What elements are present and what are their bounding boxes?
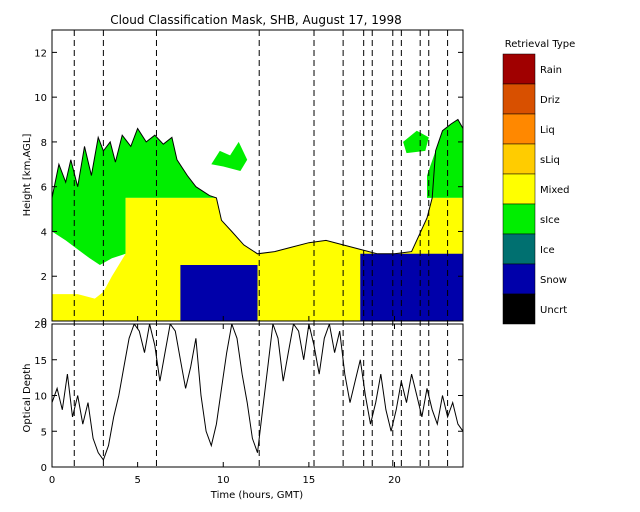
region-sice-2 xyxy=(403,130,429,154)
legend-label-sice: sIce xyxy=(540,215,560,226)
legend-swatch-liq xyxy=(502,113,536,145)
top-y-axis-label: Height [km,AGL] xyxy=(22,134,33,217)
legend-swatch-rain xyxy=(502,53,536,85)
legend-swatch-sice xyxy=(502,203,536,235)
region-snow-6 xyxy=(360,253,463,321)
classification-mask-panel: 0 2 4 6 8 10 12 xyxy=(34,29,464,467)
legend-label-uncrt: Uncrt xyxy=(540,305,567,316)
legend-label-mixed: Mixed xyxy=(540,185,570,196)
legend-swatch-mixed xyxy=(502,173,536,205)
legend-swatch-uncrt xyxy=(502,293,536,325)
top-y-tick-label: 12 xyxy=(34,48,47,59)
bottom-y-tick-label: 15 xyxy=(34,356,47,367)
bottom-y-axis-label: Optical Depth xyxy=(22,364,33,433)
bottom-y-tick-label: 20 xyxy=(34,320,47,331)
optical-depth-line xyxy=(52,324,463,461)
x-tick-label: 10 xyxy=(217,475,230,486)
legend-label-rain: Rain xyxy=(540,65,562,76)
region-sice-1 xyxy=(211,141,248,171)
legend-swatch-driz xyxy=(502,83,536,115)
cloud-top-outline xyxy=(52,118,463,255)
top-y-tick-label: 0 xyxy=(41,317,47,328)
x-tick-label: 15 xyxy=(303,475,316,486)
region-mixed-4 xyxy=(52,197,463,321)
legend-label-sliq: sLiq xyxy=(540,155,560,166)
top-y-tick-label: 6 xyxy=(41,183,47,194)
legend-label-snow: Snow xyxy=(540,275,567,286)
legend-label-ice: Ice xyxy=(540,245,555,256)
chart-title: Cloud Classification Mask, SHB, August 1… xyxy=(110,13,402,27)
x-tick-label: 20 xyxy=(388,475,401,486)
legend-swatch-snow xyxy=(502,263,536,295)
legend-label-driz: Driz xyxy=(540,95,560,106)
bottom-y-tick-label: 10 xyxy=(34,392,47,403)
bottom-y-tick-label: 0 xyxy=(41,463,47,474)
top-y-tick-label: 10 xyxy=(34,93,47,104)
legend-label-liq: Liq xyxy=(540,125,555,136)
top-y-tick-label: 4 xyxy=(41,227,47,238)
region-snow-5 xyxy=(180,265,258,321)
region-sice-3 xyxy=(427,119,463,198)
top-plot-frame xyxy=(51,29,464,322)
legend-swatch-ice xyxy=(502,233,536,265)
bottom-y-tick-label: 5 xyxy=(41,427,47,438)
top-y-tick-label: 8 xyxy=(41,138,47,149)
x-tick-label: 0 xyxy=(49,475,55,486)
x-axis-label: Time (hours, GMT) xyxy=(210,490,304,501)
legend: Retrieval Type Rain Driz Liq sLiq Mixed sIce I… xyxy=(502,39,576,325)
legend-swatch-sliq xyxy=(502,143,536,175)
legend-title: Retrieval Type xyxy=(505,39,576,50)
x-tick-label: 5 xyxy=(134,475,140,486)
region-sice-0 xyxy=(52,128,217,265)
top-y-tick-label: 2 xyxy=(41,272,47,283)
